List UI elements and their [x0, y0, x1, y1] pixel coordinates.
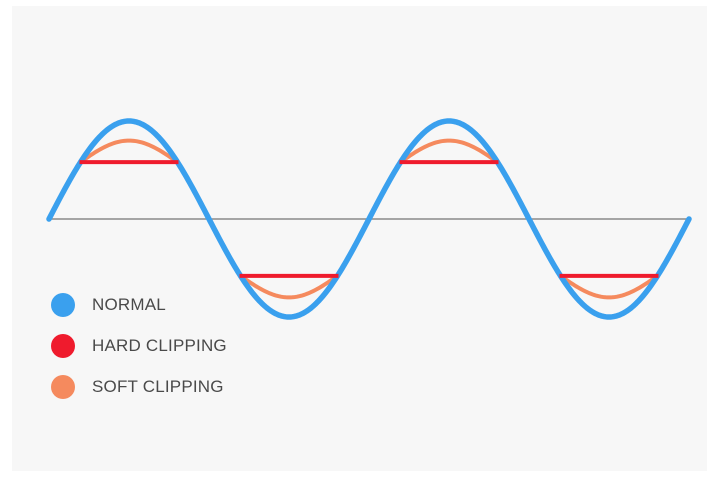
legend-label-hard-clipping: HARD CLIPPING	[92, 335, 227, 355]
legend-item-normal: NORMAL	[51, 284, 227, 325]
soft-clipping-curves	[78, 138, 660, 300]
soft-clip-curve-first-peak	[78, 138, 180, 165]
soft-clip-curve-first-trough	[238, 273, 340, 300]
legend-item-hard-clipping: HARD CLIPPING	[51, 325, 227, 366]
soft-clip-curve-second-trough	[558, 273, 660, 300]
legend-item-soft-clipping: SOFT CLIPPING	[51, 366, 227, 407]
legend: NORMAL HARD CLIPPING SOFT CLIPPING	[51, 284, 227, 407]
normal-color-dot	[51, 292, 75, 317]
soft-clipping-color-dot	[51, 374, 75, 399]
soft-clip-curve-second-peak	[398, 138, 500, 165]
legend-label-soft-clipping: SOFT CLIPPING	[92, 376, 224, 396]
normal-sine-wave	[46, 118, 692, 320]
hard-clipping-lines	[79, 160, 659, 278]
legend-label-normal: NORMAL	[92, 294, 166, 314]
hard-clipping-color-dot	[51, 333, 75, 358]
